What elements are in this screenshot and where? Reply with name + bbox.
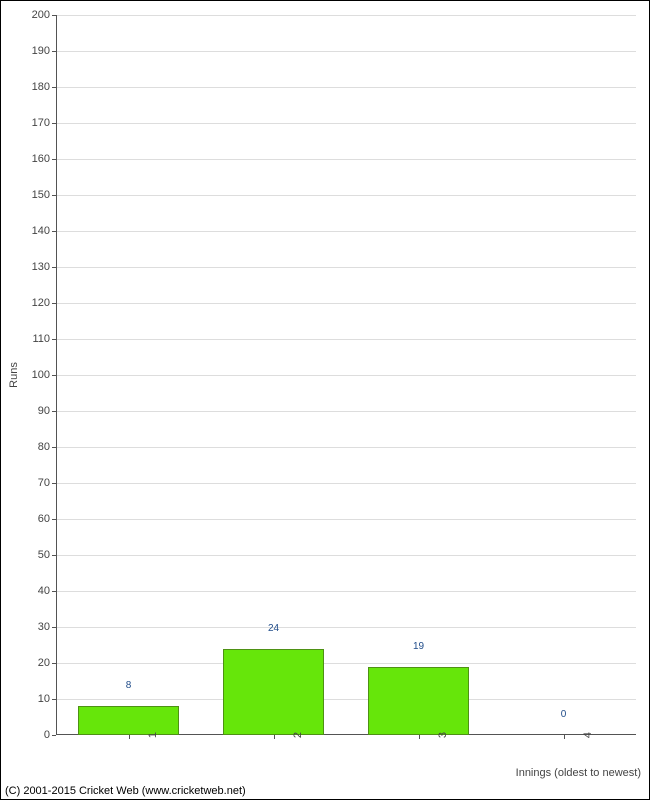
x-tick-mark	[564, 735, 565, 739]
x-tick-label: 1	[129, 732, 159, 738]
x-tick-mark	[129, 735, 130, 739]
x-axis-title: Innings (oldest to newest)	[516, 767, 641, 779]
gridline	[56, 195, 636, 196]
gridline	[56, 231, 636, 232]
y-axis-title: Runs	[8, 362, 20, 388]
gridline	[56, 87, 636, 88]
y-tick-mark	[52, 735, 56, 736]
gridline	[56, 627, 636, 628]
gridline	[56, 519, 636, 520]
x-tick-mark	[274, 735, 275, 739]
copyright-text: (C) 2001-2015 Cricket Web (www.cricketwe…	[5, 785, 246, 797]
x-tick-label: 2	[274, 732, 304, 738]
bar	[368, 667, 470, 735]
x-tick-label: 4	[564, 732, 594, 738]
gridline	[56, 159, 636, 160]
gridline	[56, 555, 636, 556]
x-tick-mark	[419, 735, 420, 739]
gridline	[56, 411, 636, 412]
gridline	[56, 699, 636, 700]
gridline	[56, 447, 636, 448]
bar	[223, 649, 325, 735]
bar-value-label: 24	[268, 623, 279, 636]
gridline	[56, 15, 636, 16]
gridline	[56, 123, 636, 124]
gridline	[56, 267, 636, 268]
gridline	[56, 339, 636, 340]
bar-value-label: 0	[561, 709, 567, 722]
bar	[78, 706, 180, 735]
gridline	[56, 303, 636, 304]
plot-area: 0102030405060708090100110120130140150160…	[56, 15, 636, 735]
y-axis-line	[56, 15, 57, 735]
bar-value-label: 8	[126, 680, 132, 693]
gridline	[56, 591, 636, 592]
chart-frame: 0102030405060708090100110120130140150160…	[0, 0, 650, 800]
gridline	[56, 663, 636, 664]
x-tick-label: 3	[419, 732, 449, 738]
gridline	[56, 483, 636, 484]
bar-value-label: 19	[413, 641, 424, 654]
gridline	[56, 51, 636, 52]
gridline	[56, 375, 636, 376]
